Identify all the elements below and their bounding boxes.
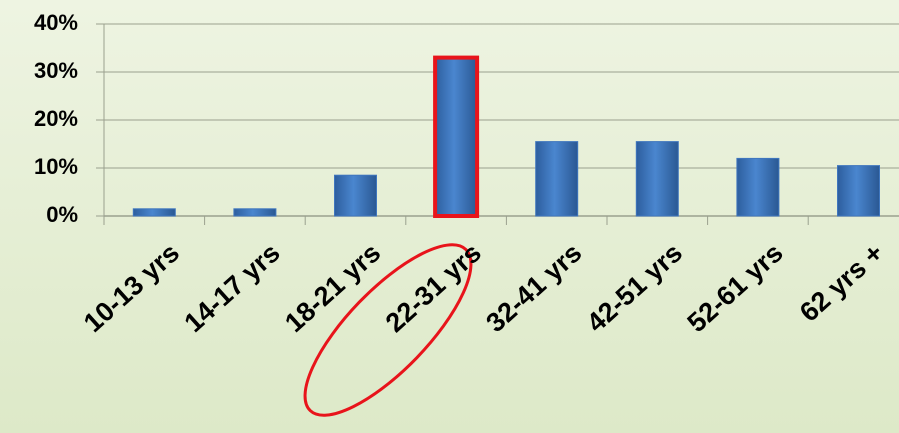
- y-tick-label: 0%: [46, 202, 78, 227]
- bar: [433, 55, 480, 218]
- bar: [635, 141, 679, 217]
- y-tick-label: 40%: [34, 10, 78, 35]
- bar: [233, 208, 277, 217]
- y-tick-label: 20%: [34, 106, 78, 131]
- bar: [736, 157, 780, 217]
- bar: [535, 141, 579, 217]
- bar: [334, 174, 377, 217]
- y-tick-label: 10%: [34, 154, 78, 179]
- y-tick-label: 30%: [34, 58, 78, 83]
- bar: [837, 165, 880, 217]
- bar: [132, 208, 176, 217]
- highlight-ellipse: [303, 243, 473, 417]
